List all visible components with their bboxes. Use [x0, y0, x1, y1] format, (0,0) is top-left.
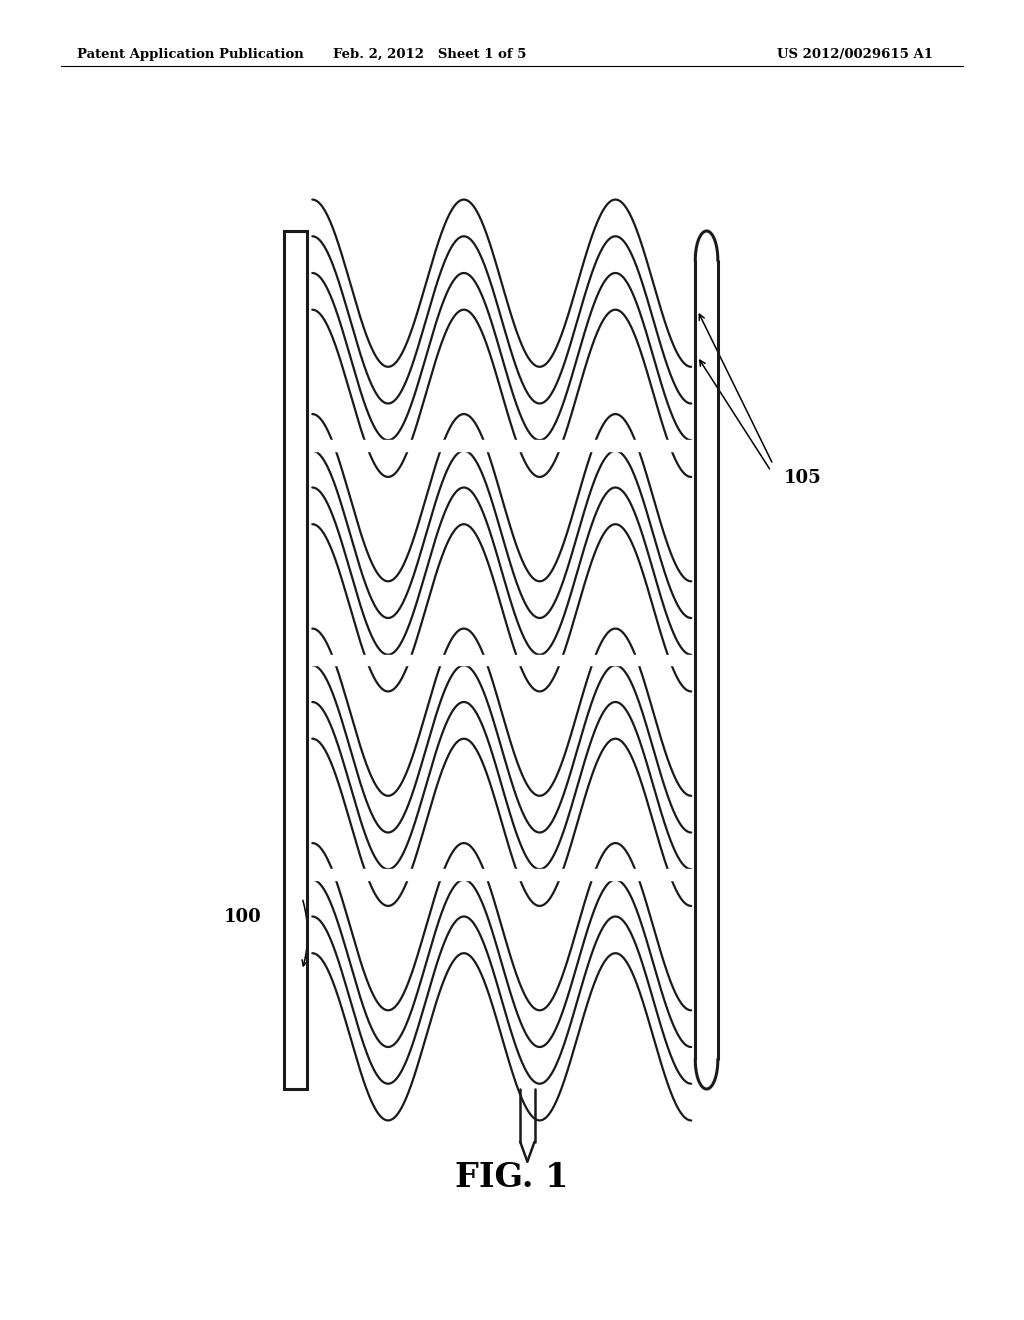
- FancyBboxPatch shape: [695, 231, 718, 260]
- Text: Feb. 2, 2012   Sheet 1 of 5: Feb. 2, 2012 Sheet 1 of 5: [334, 48, 526, 61]
- Text: 105: 105: [783, 469, 821, 487]
- Text: FIG. 1: FIG. 1: [456, 1162, 568, 1193]
- Bar: [0, 869, 1024, 879]
- Text: Patent Application Publication: Patent Application Publication: [77, 48, 303, 61]
- Text: 100: 100: [223, 908, 261, 927]
- Bar: [0, 441, 1024, 451]
- Text: US 2012/0029615 A1: US 2012/0029615 A1: [777, 48, 933, 61]
- Bar: [0, 655, 1024, 665]
- FancyBboxPatch shape: [695, 1060, 718, 1089]
- FancyBboxPatch shape: [695, 260, 718, 1060]
